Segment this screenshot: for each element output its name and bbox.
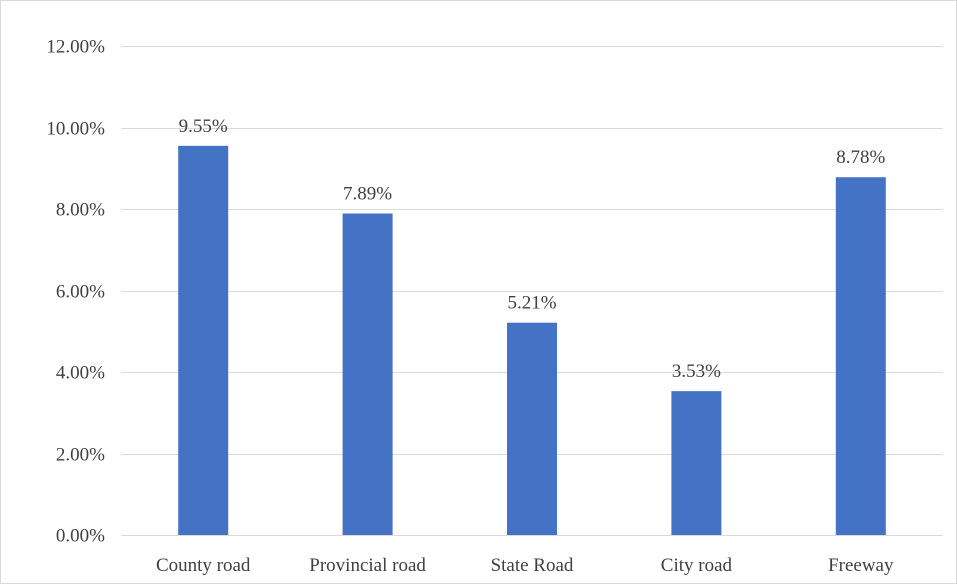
y-tick-label: 6.00% — [56, 282, 105, 303]
x-category-label: County road — [156, 555, 251, 576]
y-tick-label: 2.00% — [56, 445, 105, 466]
y-tick-label: 12.00% — [46, 37, 105, 58]
bar — [671, 391, 722, 535]
y-tick-label: 8.00% — [56, 200, 105, 221]
y-tick-label: 10.00% — [46, 119, 105, 140]
bar — [507, 322, 557, 535]
x-axis-category-labels: County road Provincial road State Road City… — [156, 555, 894, 576]
x-category-label: Freeway — [828, 555, 894, 576]
y-tick-label: 4.00% — [56, 363, 105, 384]
x-category-label: City road — [661, 555, 733, 576]
y-axis-tick-labels: 0.00% 2.00% 4.00% 6.00% 8.00% 10.00% 12.00% — [46, 37, 105, 547]
bar — [835, 177, 886, 535]
data-label: 7.89% — [343, 183, 392, 204]
bars — [178, 145, 886, 536]
bar — [178, 145, 229, 535]
y-tick-label: 0.00% — [56, 526, 105, 547]
data-label: 9.55% — [179, 116, 228, 137]
data-label: 5.21% — [507, 293, 556, 314]
bar — [342, 213, 393, 536]
x-category-label: Provincial road — [309, 555, 426, 576]
data-labels: 9.55% 7.89% 5.21% 3.53% 8.78% — [179, 116, 886, 382]
data-label: 3.53% — [672, 361, 721, 382]
x-category-label: State Road — [491, 555, 574, 576]
data-label: 8.78% — [836, 147, 885, 168]
